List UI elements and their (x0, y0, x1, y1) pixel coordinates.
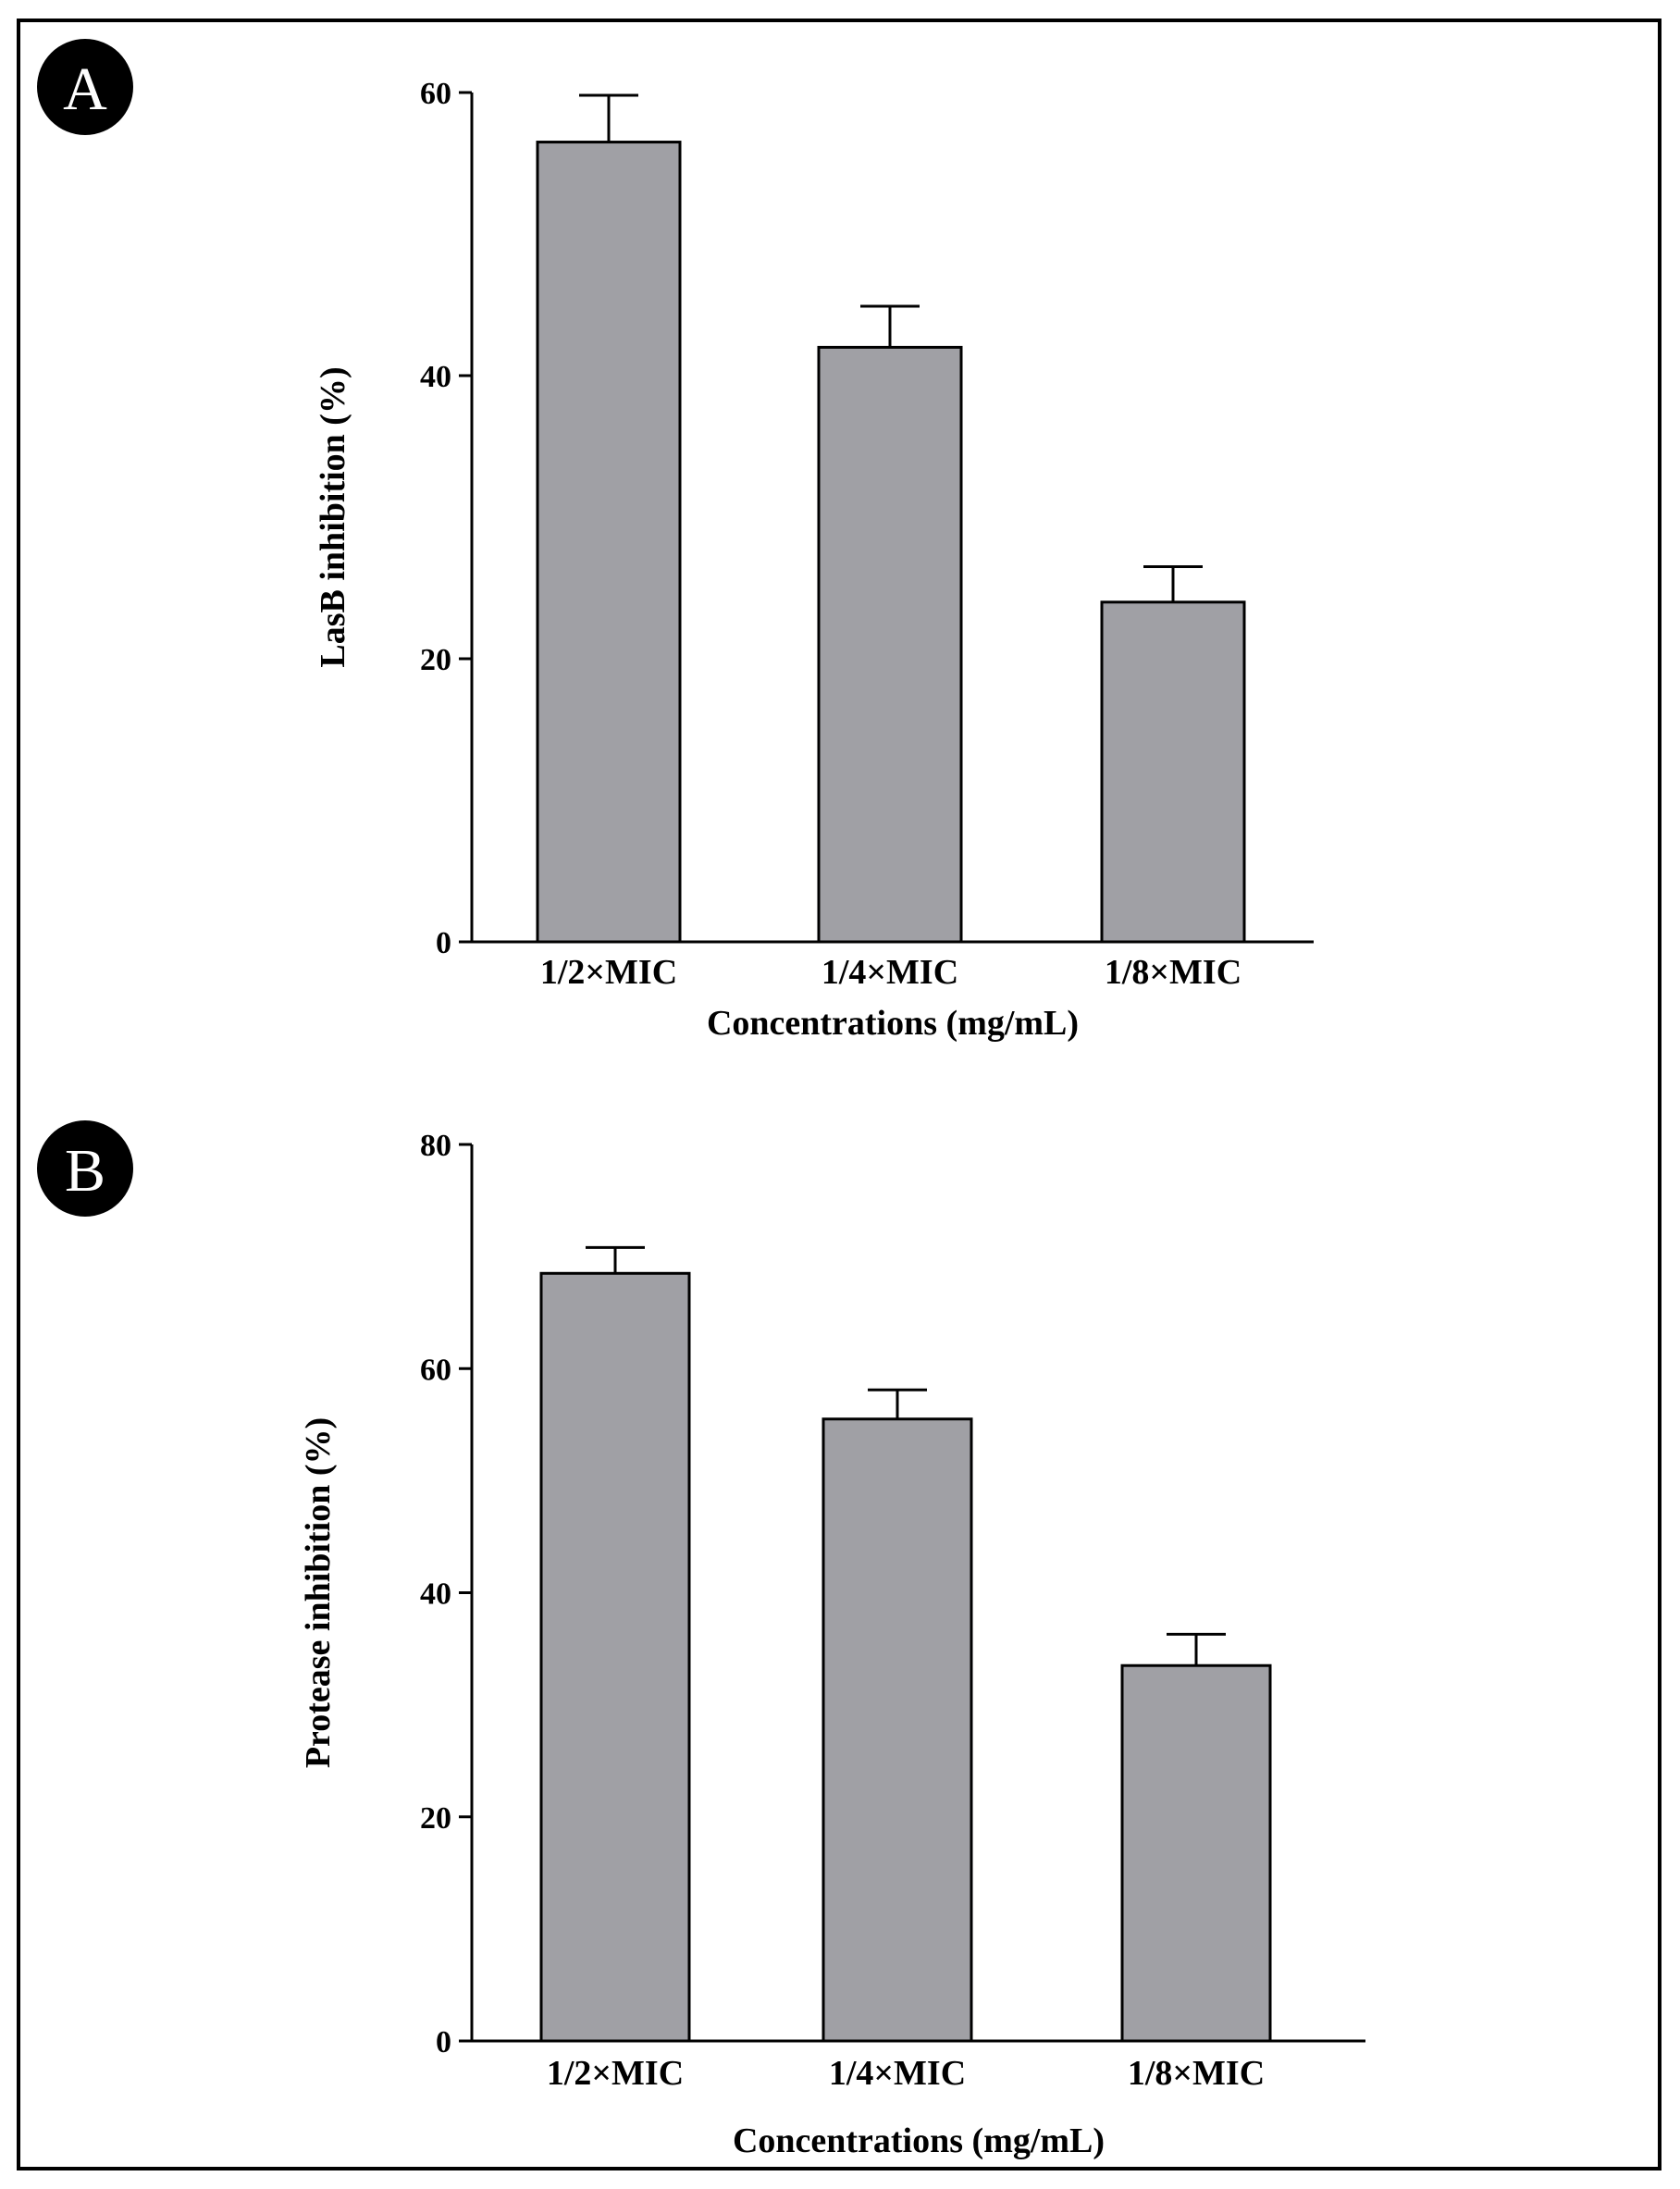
panel-a-bars (536, 93, 1246, 944)
panel-a-y-tick-label: 60 (420, 77, 451, 111)
panel-a-y-tick-label: 40 (420, 360, 451, 394)
panel-b-x-ticks: 1/2×MIC 1/4×MIC 1/8×MIC (547, 2054, 1265, 2093)
panel-a-badge (37, 39, 133, 135)
panel-b-bar (821, 1417, 973, 2043)
panel-b-y-tick-label: 40 (420, 1577, 451, 1612)
panel-a-x-axis-title: Concentrations (mg/mL) (707, 1004, 1079, 1043)
panel-b-bar (539, 1271, 691, 2043)
panel-b-category-label: 1/4×MIC (829, 2054, 966, 2093)
panel-a: A 0 20 40 60 1/2×MIC 1/4×MIC 1/8×MIC Concentr… (37, 39, 1314, 1043)
panel-b: B 0 20 40 60 80 1/2×MIC 1/4×MIC 1/8×MIC Concen… (37, 1120, 1365, 2160)
panel-b-badge (37, 1120, 133, 1217)
panel-b-y-axis-title: Protease inhibition (%) (299, 1417, 338, 1768)
panel-a-category-label: 1/4×MIC (821, 953, 958, 992)
panel-a-y-ticks: 0 20 40 60 (420, 77, 472, 960)
panel-b-y-tick-label: 0 (436, 2025, 451, 2059)
panel-b-y-tick-label: 80 (420, 1129, 451, 1163)
panel-a-bar (536, 141, 682, 944)
panel-a-letter: A (63, 56, 107, 123)
panel-a-y-tick-label: 20 (420, 643, 451, 677)
panel-b-bars (539, 1245, 1272, 2043)
panel-b-y-tick-label: 60 (420, 1353, 451, 1387)
panel-a-category-label: 1/8×MIC (1105, 953, 1241, 992)
panel-b-x-axis-title: Concentrations (mg/mL) (733, 2121, 1105, 2160)
panel-a-bar (1100, 600, 1246, 944)
panel-b-bar (1120, 1663, 1272, 2043)
panel-a-x-ticks: 1/2×MIC 1/4×MIC 1/8×MIC (540, 953, 1241, 992)
figure-frame (17, 19, 1661, 2170)
panel-b-category-label: 1/8×MIC (1128, 2054, 1265, 2093)
panel-b-category-label: 1/2×MIC (547, 2054, 684, 2093)
panel-a-bar (817, 345, 963, 944)
panel-b-y-tick-label: 20 (420, 1801, 451, 1836)
panel-b-y-ticks: 0 20 40 60 80 (420, 1129, 472, 2059)
panel-b-letter: B (65, 1137, 105, 1205)
panel-a-y-tick-label: 0 (436, 926, 451, 960)
panel-a-category-label: 1/2×MIC (540, 953, 677, 992)
panel-a-y-axis-title: LasB inhibition (%) (314, 366, 352, 667)
